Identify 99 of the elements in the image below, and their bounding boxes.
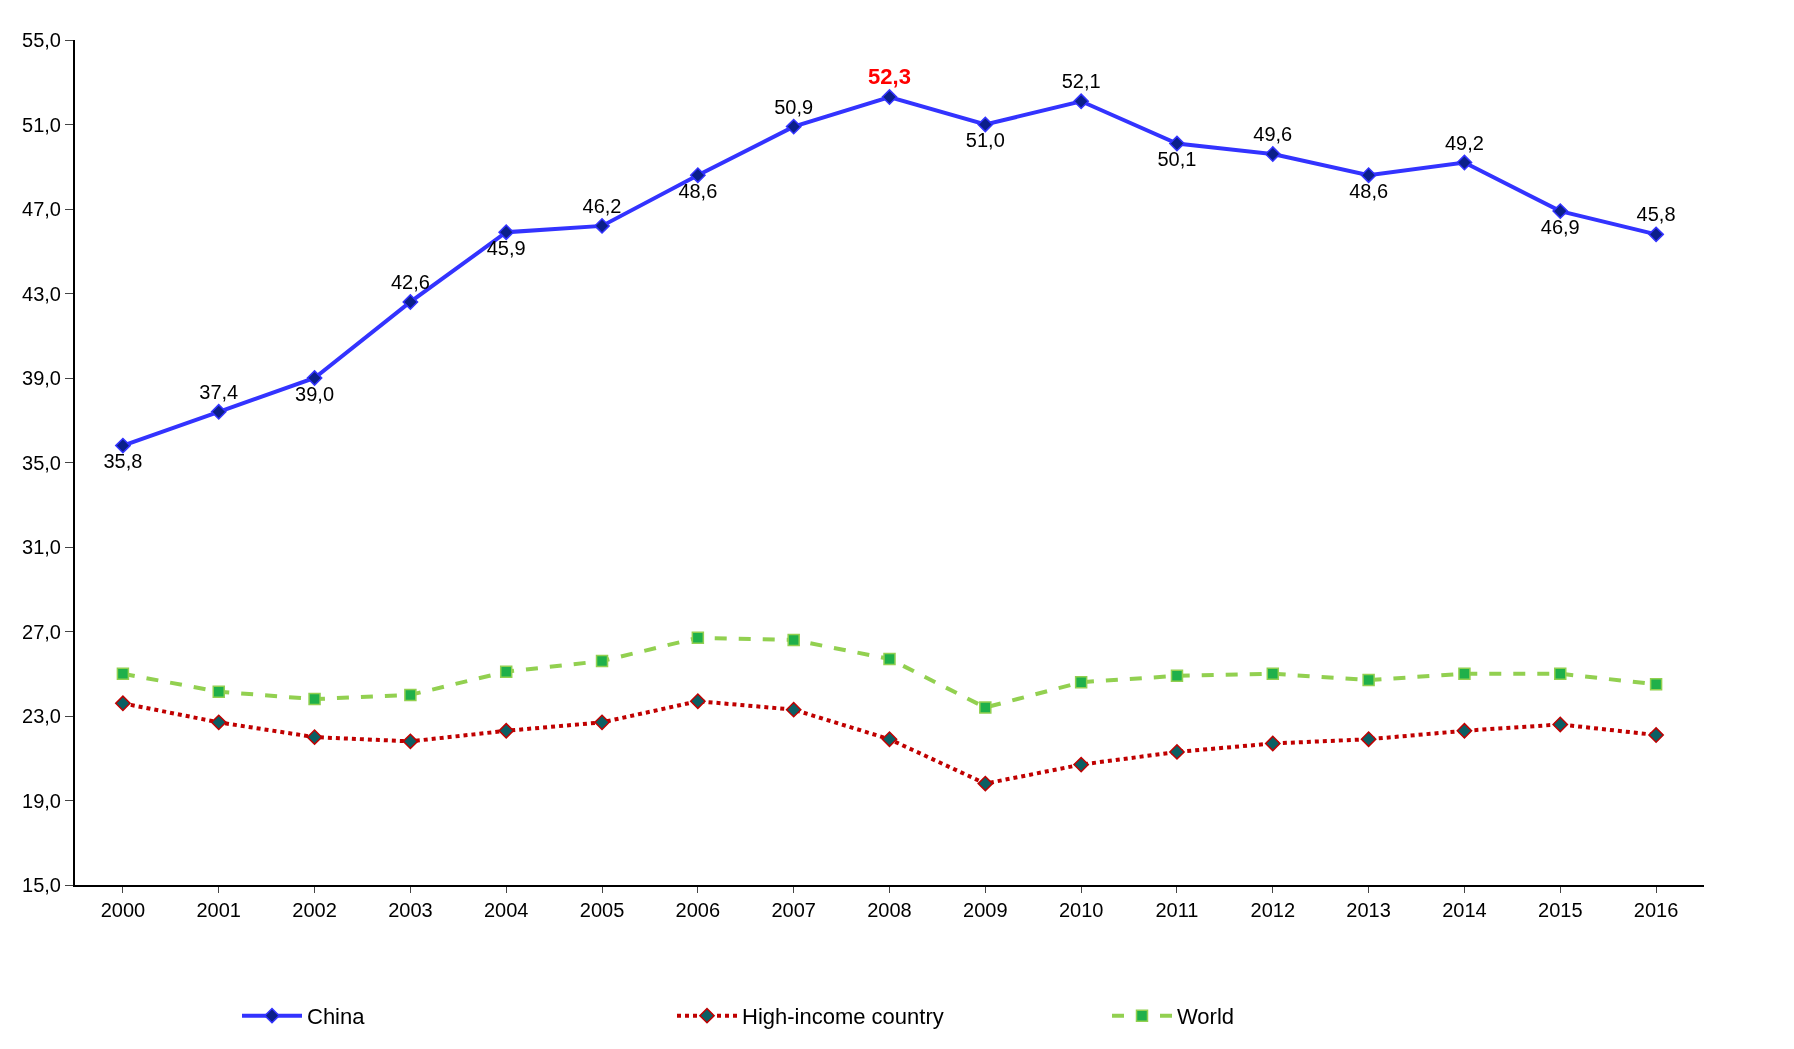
point [1264, 735, 1281, 752]
x-tick-label: 2003 [388, 899, 433, 921]
point [689, 167, 706, 184]
y-tick-label: 35,0 [22, 451, 61, 474]
data-label: 45,8 [1636, 203, 1676, 226]
point [1362, 673, 1375, 687]
data-label: 45,9 [486, 237, 526, 260]
point [1552, 716, 1569, 733]
point [1169, 744, 1185, 760]
point [308, 692, 321, 706]
data-label: 49,2 [1444, 131, 1484, 154]
data-label: 35,8 [103, 450, 143, 473]
point [787, 633, 800, 647]
y-tick-label: 55,0 [22, 29, 61, 51]
x-tick-label: 2001 [196, 899, 241, 921]
data-label: 52,1 [1061, 70, 1101, 93]
point [1458, 667, 1471, 680]
point [785, 118, 802, 135]
x-tick-label: 2007 [771, 899, 816, 921]
data-label: 48,6 [1349, 180, 1389, 203]
x-tick-label: 2014 [1442, 899, 1487, 921]
data-label: 46,9 [1540, 215, 1580, 238]
point [977, 116, 994, 133]
point [1552, 203, 1569, 220]
data-label: 51,0 [965, 129, 1005, 152]
legend-label: High-income country [742, 1004, 944, 1030]
point [1360, 167, 1377, 184]
point [881, 89, 898, 105]
point [977, 775, 994, 792]
point [210, 714, 227, 731]
point [1360, 731, 1377, 748]
point [594, 714, 610, 731]
data-label: 48,6 [678, 180, 718, 203]
point [499, 665, 513, 678]
point [979, 701, 992, 714]
y-tick-label: 19,0 [22, 789, 61, 812]
y-tick-label: 51,0 [22, 113, 61, 136]
point [404, 688, 417, 702]
x-tick-label: 2008 [867, 899, 912, 921]
data-label: 42,6 [390, 271, 430, 294]
legend-label: World [1177, 1004, 1235, 1030]
y-tick-label: 31,0 [22, 536, 61, 558]
x-tick-label: 2006 [675, 899, 721, 921]
x-tick-label: 2011 [1155, 899, 1199, 921]
x-tick-label: 2009 [963, 899, 1008, 921]
y-tick-label: 23,0 [22, 705, 61, 727]
point [881, 731, 898, 748]
y-tick-label: 47,0 [22, 198, 61, 220]
data-label: 49,6 [1253, 123, 1293, 146]
point [306, 729, 323, 746]
point [115, 695, 131, 712]
x-tick-label: 2015 [1538, 899, 1583, 921]
point [1073, 756, 1090, 773]
point [402, 733, 419, 750]
x-tick-label: 2016 [1633, 899, 1679, 921]
point [883, 652, 896, 666]
data-label: 39,0 [295, 382, 335, 405]
y-tick-label: 39,0 [22, 367, 61, 389]
point [1170, 669, 1184, 683]
point [212, 685, 225, 698]
point [306, 370, 323, 386]
point [1264, 146, 1281, 162]
point [691, 631, 705, 645]
point [1074, 675, 1088, 689]
point [689, 693, 706, 710]
point [210, 403, 227, 420]
x-tick-label: 2010 [1058, 899, 1104, 921]
data-label: 52,3 [868, 63, 911, 89]
point [498, 224, 515, 241]
point [1073, 93, 1090, 110]
point [785, 701, 802, 718]
point [1456, 154, 1473, 171]
point [115, 437, 131, 454]
legend-label: China [307, 1004, 366, 1030]
point [1554, 667, 1567, 680]
point [1649, 678, 1663, 691]
y-tick-label: 15,0 [22, 874, 61, 896]
point [595, 654, 609, 668]
data-label: 50,1 [1157, 148, 1197, 171]
x-tick-label: 2005 [579, 899, 625, 921]
point [594, 218, 610, 234]
y-tick-label: 27,0 [22, 620, 61, 643]
point [1456, 722, 1473, 739]
point [116, 667, 130, 680]
x-tick-label: 2004 [483, 899, 529, 921]
point [402, 294, 419, 310]
data-label: 37,4 [199, 380, 239, 403]
point [1169, 135, 1185, 152]
x-tick-label: 2012 [1250, 899, 1296, 921]
point [1266, 667, 1280, 680]
point [1648, 226, 1664, 243]
point [1648, 727, 1664, 743]
x-tick-label: 2000 [100, 899, 146, 921]
y-tick-label: 43,0 [22, 282, 61, 305]
data-label: 50,9 [774, 95, 814, 118]
point [498, 722, 515, 739]
data-label: 46,2 [582, 195, 622, 218]
x-tick-label: 2002 [292, 899, 337, 921]
x-tick-label: 2013 [1346, 899, 1391, 921]
